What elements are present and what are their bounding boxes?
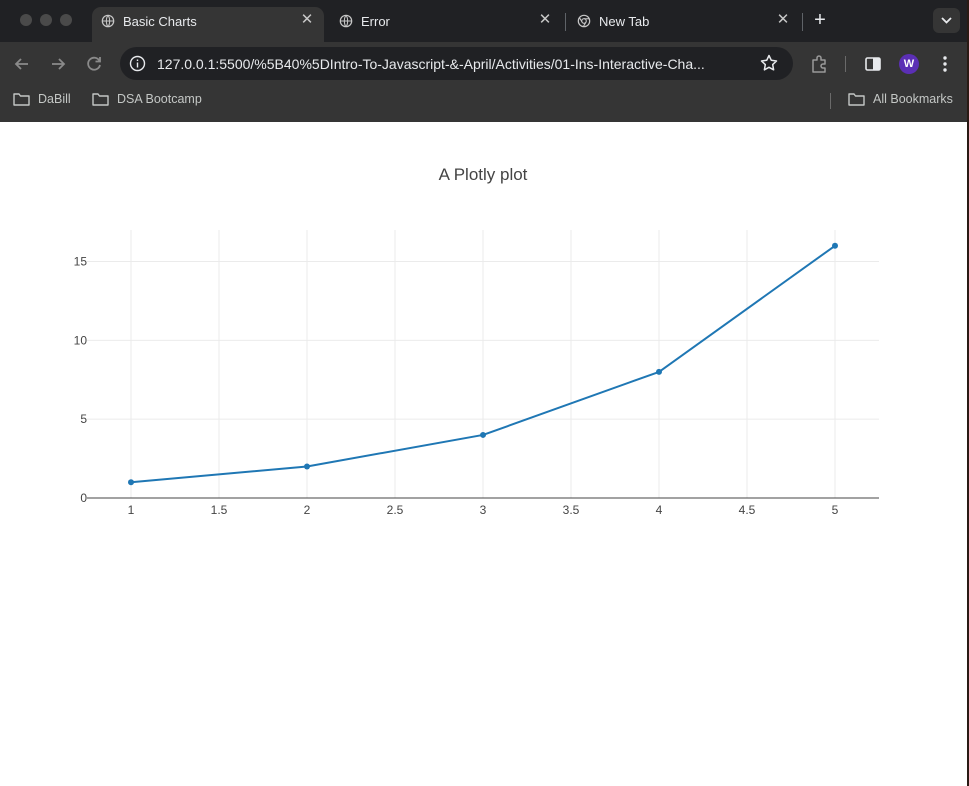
x-tick-label: 1.5: [211, 503, 228, 517]
close-tab-icon[interactable]: ✕: [776, 11, 790, 28]
plotly-chart[interactable]: 1 1.5 2 2.5 3 3.5 4 4.5 5 0 5 10 15 A Plotly plot: [0, 122, 967, 542]
bookmark-folder-dsa-bootcamp[interactable]: DSA Bootcamp: [92, 90, 212, 110]
chart-series[interactable]: [128, 242, 838, 486]
bookmark-label: DSA Bootcamp: [117, 92, 202, 106]
bookmark-label: All Bookmarks: [873, 92, 953, 106]
page-content: 1 1.5 2 2.5 3 3.5 4 4.5 5 0 5 10 15 A Plotly plot: [0, 122, 967, 786]
x-tick-label: 1: [128, 503, 135, 517]
forward-icon[interactable]: [46, 52, 70, 76]
bookmark-separator: [830, 93, 831, 109]
folder-icon: [92, 93, 109, 106]
chart-grid: [87, 230, 879, 498]
y-tick-label: 10: [74, 333, 88, 347]
tab-separator: [565, 13, 566, 31]
browser-chrome: Basic Charts ✕ Error ✕ New Tab ✕: [0, 0, 967, 122]
site-info-icon[interactable]: [129, 55, 146, 72]
chart-axes: 1 1.5 2 2.5 3 3.5 4 4.5 5 0 5 10 15: [74, 255, 879, 517]
tab-basic-charts[interactable]: Basic Charts ✕: [92, 7, 324, 42]
data-point[interactable]: [128, 479, 134, 486]
x-tick-label: 4.5: [739, 503, 756, 517]
extensions-icon[interactable]: [808, 52, 832, 76]
globe-icon: [101, 14, 115, 28]
address-bar[interactable]: 127.0.0.1:5500/%5B40%5DIntro-To-Javascri…: [120, 47, 793, 80]
data-point[interactable]: [832, 242, 838, 249]
close-tab-icon[interactable]: ✕: [538, 11, 552, 28]
tab-title: New Tab: [599, 14, 650, 29]
folder-icon: [848, 93, 865, 106]
x-tick-label: 3: [480, 503, 487, 517]
bookmark-star-icon[interactable]: [759, 53, 779, 73]
tab-strip: Basic Charts ✕ Error ✕ New Tab ✕: [0, 0, 967, 42]
x-tick-label: 2: [304, 503, 311, 517]
bookmark-folder-dabill[interactable]: DaBill: [13, 90, 83, 110]
new-tab-button[interactable]: +: [814, 9, 826, 31]
x-tick-label: 3.5: [563, 503, 580, 517]
more-menu-icon[interactable]: [933, 52, 957, 76]
side-panel-icon[interactable]: [861, 52, 885, 76]
reload-icon[interactable]: [82, 52, 106, 76]
window-close-dot[interactable]: [20, 14, 32, 26]
x-tick-label: 2.5: [387, 503, 404, 517]
y-tick-label: 5: [80, 412, 87, 426]
data-point[interactable]: [656, 368, 662, 375]
url-text[interactable]: 127.0.0.1:5500/%5B40%5DIntro-To-Javascri…: [157, 56, 705, 72]
tab-title: Error: [361, 14, 390, 29]
data-point[interactable]: [480, 431, 486, 438]
y-tick-label: 0: [80, 491, 87, 505]
window-zoom-dot[interactable]: [60, 14, 72, 26]
chrome-icon: [577, 14, 591, 28]
tab-error[interactable]: Error ✕: [330, 7, 560, 42]
bookmark-label: DaBill: [38, 92, 71, 106]
globe-icon: [339, 14, 353, 28]
folder-icon: [13, 93, 30, 106]
tab-new-tab[interactable]: New Tab ✕: [568, 7, 800, 42]
tab-search-button[interactable]: [933, 8, 960, 33]
back-icon[interactable]: [10, 52, 34, 76]
close-tab-icon[interactable]: ✕: [300, 11, 314, 28]
chart-title: A Plotly plot: [439, 165, 528, 184]
tab-separator: [802, 13, 803, 31]
tab-title: Basic Charts: [123, 14, 197, 29]
y-tick-label: 15: [74, 255, 88, 269]
data-point[interactable]: [304, 463, 310, 470]
toolbar-separator: [845, 56, 846, 72]
profile-avatar[interactable]: W: [899, 54, 919, 74]
x-tick-label: 4: [656, 503, 663, 517]
chevron-down-icon: [941, 17, 952, 24]
window-minimize-dot[interactable]: [40, 14, 52, 26]
window-edge: [967, 0, 969, 786]
all-bookmarks-button[interactable]: All Bookmarks: [848, 90, 958, 110]
x-tick-label: 5: [832, 503, 839, 517]
